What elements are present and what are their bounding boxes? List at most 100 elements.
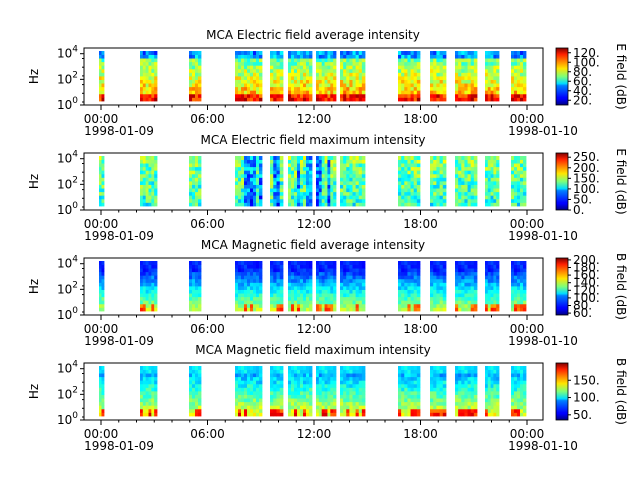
spectrogram-cell (333, 376, 337, 381)
spectrogram-cell (496, 83, 500, 88)
spectrogram-cell (398, 177, 402, 182)
spectrogram-cell (142, 300, 147, 305)
spectrogram-cell (343, 394, 347, 399)
spectrogram-cell (327, 376, 331, 381)
spectrogram-cell (294, 93, 298, 98)
spectrogram-cell (523, 391, 527, 395)
spectrogram-cell (321, 380, 325, 385)
spectrogram-cell (189, 58, 193, 63)
spectrogram-cell (238, 177, 242, 182)
spectrogram-cell (259, 387, 263, 392)
spectrogram-cell (436, 79, 440, 84)
spectrogram-cell (306, 83, 310, 88)
spectrogram-cell (355, 394, 360, 399)
panel-title: MCA Magnetic field maximum intensity (195, 343, 431, 357)
spectrogram-cell (455, 202, 459, 207)
spectrogram-cell (361, 51, 366, 55)
spectrogram-cell (148, 303, 152, 308)
spectrogram-cell (487, 177, 491, 182)
spectrogram-cell (140, 289, 144, 294)
spectrogram-cell (458, 61, 462, 66)
spectrogram-cell (352, 159, 357, 164)
spectrogram-cell (490, 181, 494, 185)
spectrogram-cell (340, 177, 344, 182)
spectrogram-cell (455, 61, 459, 66)
spectrogram-cell (520, 191, 524, 196)
spectrogram-cell (461, 401, 465, 406)
spectrogram-cell (352, 398, 357, 403)
spectrogram-cell (520, 296, 524, 301)
spectrogram-cell (247, 184, 251, 189)
spectrogram-cell (300, 191, 304, 196)
spectrogram-cell (189, 376, 193, 381)
spectrogram-cell (455, 271, 459, 276)
spectrogram-cell (340, 159, 344, 164)
spectrogram-cell (256, 376, 260, 381)
spectrogram-cell (333, 271, 337, 276)
spectrogram-cell (407, 412, 411, 417)
spectrogram-cell (433, 188, 437, 193)
spectrogram-cell (442, 202, 447, 207)
spectrogram-cell (520, 97, 524, 102)
spectrogram-cell (413, 278, 418, 283)
spectrogram-cell (324, 412, 328, 417)
spectrogram-cell (455, 412, 459, 417)
spectrogram-cell (276, 166, 281, 171)
spectrogram-cell (413, 83, 418, 88)
spectrogram-cell (297, 264, 301, 269)
spectrogram-cell (349, 51, 353, 55)
spectrogram-cell (300, 398, 304, 403)
spectrogram-cell (238, 163, 242, 168)
spectrogram-cell (273, 275, 277, 280)
spectrogram-cell (279, 376, 284, 381)
spectrogram-cell (238, 408, 242, 413)
spectrogram-cell (276, 58, 281, 63)
spectrogram-cell (511, 166, 515, 171)
spectrogram-cell (464, 177, 468, 182)
spectrogram-cell (517, 303, 521, 308)
spectrogram-cell (189, 93, 193, 98)
spectrogram-cell (198, 68, 202, 73)
spectrogram-cell (346, 380, 350, 385)
spectrogram-cell (407, 373, 411, 378)
spectrogram-cell (300, 188, 304, 193)
spectrogram-cell (346, 97, 350, 102)
spectrogram-cell (439, 286, 444, 290)
spectrogram-cell (487, 275, 491, 280)
spectrogram-cell (523, 376, 527, 381)
spectrogram-cell (145, 188, 149, 193)
spectrogram-cell (321, 72, 325, 77)
spectrogram-cell (259, 61, 263, 66)
spectrogram-cell (238, 261, 242, 265)
spectrogram-cell (490, 412, 494, 417)
spectrogram-cell (241, 268, 245, 273)
spectrogram-cell (416, 293, 421, 298)
spectrogram-cell (192, 93, 196, 98)
spectrogram-cell (487, 282, 491, 287)
spectrogram-cell (496, 188, 500, 193)
spectrogram-cell (485, 303, 489, 308)
spectrogram-cell (247, 166, 251, 171)
spectrogram-cell (511, 289, 515, 294)
spectrogram-cell (358, 198, 363, 203)
spectrogram-cell (238, 191, 242, 196)
spectrogram-cell (244, 376, 248, 381)
spectrogram-cell (244, 268, 248, 273)
spectrogram-cell (346, 58, 350, 63)
spectrogram-cell (410, 289, 415, 294)
spectrogram-cell (517, 170, 521, 175)
spectrogram-cell (151, 394, 155, 399)
spectrogram-cell (490, 90, 494, 95)
spectrogram-cell (343, 177, 347, 182)
spectrogram-cell (148, 366, 152, 370)
spectrogram-cell (330, 412, 334, 417)
spectrogram-cell (401, 300, 405, 305)
spectrogram-cell (355, 373, 360, 378)
spectrogram-cell (250, 58, 254, 63)
spectrogram-cell (303, 86, 307, 91)
spectrogram-cell (361, 173, 366, 178)
spectrogram-cell (349, 293, 353, 298)
spectrogram-cell (309, 275, 313, 280)
spectrogram-cell (189, 383, 193, 388)
spectrogram-cell (523, 72, 527, 77)
